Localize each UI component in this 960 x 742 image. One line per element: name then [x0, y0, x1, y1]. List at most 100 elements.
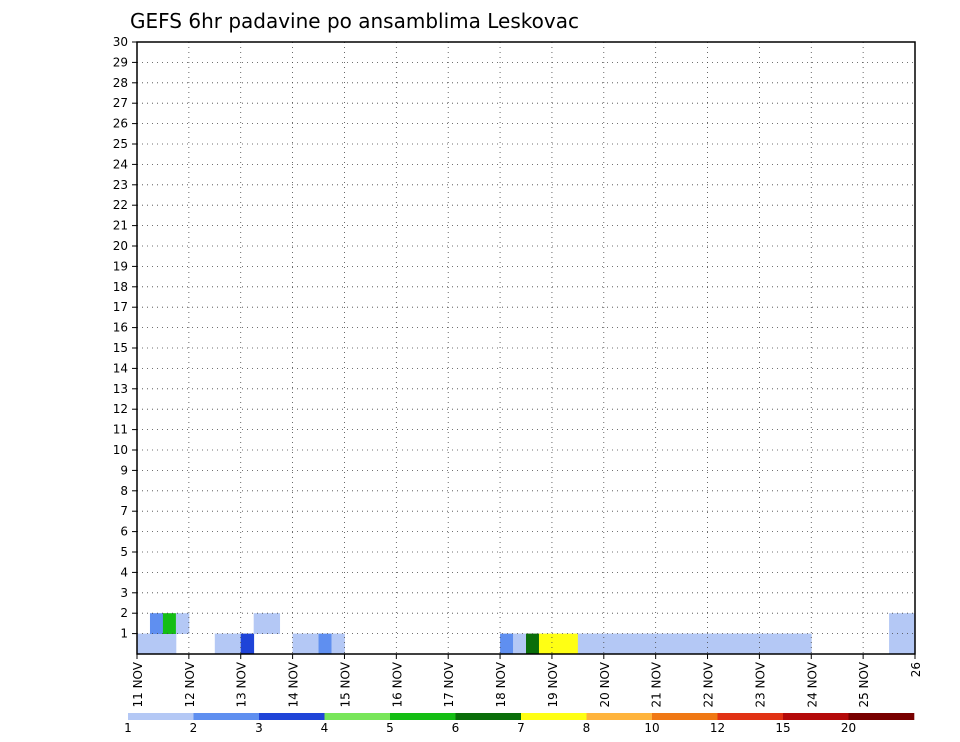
heatmap-cell — [642, 633, 657, 655]
legend-swatch — [259, 713, 325, 720]
heatmap-cell — [603, 633, 618, 655]
legend-label: 15 — [775, 721, 790, 735]
legend-swatch — [586, 713, 653, 720]
legend-swatch — [848, 713, 915, 720]
legend-swatch — [390, 713, 456, 720]
heatmap-cell — [162, 613, 177, 634]
y-tick-label: 19 — [113, 259, 128, 273]
legend-label: 5 — [386, 721, 394, 735]
legend-swatch — [783, 713, 849, 720]
heatmap-cell — [785, 633, 799, 655]
heatmap-cell — [551, 633, 566, 655]
heatmap-cell — [564, 633, 579, 655]
legend-swatch — [521, 713, 587, 720]
legend-label: 6 — [452, 721, 460, 735]
heatmap-cell — [292, 633, 306, 655]
legend-swatch — [193, 713, 260, 720]
legend-swatch — [128, 713, 194, 720]
y-tick-label: 29 — [113, 55, 128, 69]
legend-label: 10 — [644, 721, 659, 735]
y-tick-label: 28 — [113, 76, 128, 90]
heatmap-cell — [305, 633, 319, 655]
heatmap-cell — [759, 633, 773, 655]
y-tick-label: 10 — [113, 443, 128, 457]
y-tick-label: 3 — [120, 586, 128, 600]
legend-swatch — [455, 713, 522, 720]
y-tick-label: 15 — [113, 341, 128, 355]
heatmap-cell — [500, 633, 514, 655]
legend-label: 2 — [190, 721, 198, 735]
plot-frame — [136, 41, 916, 655]
heatmap-cell — [513, 633, 527, 655]
y-tick-label: 1 — [120, 627, 128, 641]
x-tick-label: 25 NOV — [857, 661, 871, 707]
x-axis: 11 NOV 12 NOV 13 NOV 14 NOV 15 NOV 16 NOV 17 N… — [131, 654, 923, 708]
dotted-grid — [137, 41, 915, 654]
heatmap-cell — [889, 613, 903, 634]
y-tick-label: 14 — [113, 361, 128, 375]
x-tick-label: 20 NOV — [598, 661, 612, 707]
legend-label: 4 — [321, 721, 329, 735]
y-tick-label: 7 — [120, 504, 128, 518]
heatmap-cell — [538, 633, 553, 655]
heatmap-cell — [772, 633, 786, 655]
y-tick-label: 9 — [120, 463, 128, 477]
legend-label: 3 — [255, 721, 263, 735]
heatmap-cell — [590, 633, 605, 655]
heatmap-cell — [137, 633, 151, 655]
y-tick-label: 26 — [113, 117, 128, 131]
x-tick-label: 17 NOV — [442, 661, 456, 707]
heatmap-cell — [902, 633, 916, 655]
legend-label: 8 — [583, 721, 591, 735]
y-tick-label: 18 — [113, 280, 128, 294]
y-tick-label: 8 — [120, 484, 128, 498]
heatmap-cell — [668, 633, 682, 655]
heatmap-cells — [137, 613, 916, 655]
legend-label: 12 — [710, 721, 725, 735]
y-tick-label: 23 — [113, 178, 128, 192]
heatmap-cell — [746, 633, 760, 655]
heatmap-cell — [733, 633, 747, 655]
x-tick-label: 15 NOV — [338, 661, 352, 707]
x-tick-label: 23 NOV — [753, 661, 767, 707]
legend-label: 7 — [517, 721, 525, 735]
x-tick-label: 12 NOV — [183, 661, 197, 707]
x-tick-label: 13 NOV — [235, 661, 249, 707]
heatmap-cell — [889, 633, 903, 655]
heatmap-cell — [266, 613, 281, 634]
heatmap-cell — [318, 633, 332, 655]
chart-title: GEFS 6hr padavine po ansamblima Leskovac — [130, 9, 579, 33]
heatmap-cell — [616, 633, 631, 655]
x-tick-label: 11 NOV — [131, 661, 145, 707]
legend-swatch — [717, 713, 784, 720]
legend-label: 1 — [124, 721, 132, 735]
heatmap-cell — [655, 633, 670, 655]
y-tick-label: 22 — [113, 198, 128, 212]
x-tick-label: 21 NOV — [650, 661, 664, 707]
y-tick-label: 17 — [113, 300, 128, 314]
heatmap-cell — [681, 633, 695, 655]
heatmap-cell — [149, 613, 164, 634]
heatmap-cell — [214, 633, 229, 655]
heatmap-cell — [331, 633, 345, 655]
y-tick-label: 27 — [113, 96, 128, 110]
x-tick-label: 14 NOV — [287, 661, 301, 707]
y-tick-label: 21 — [113, 219, 128, 233]
y-tick-label: 30 — [113, 35, 128, 49]
color-legend: 1 2 3 4 5 6 7 8 10 12 15 20 — [124, 713, 915, 735]
y-tick-label: 4 — [120, 565, 128, 579]
heatmap-cell — [707, 633, 721, 655]
x-tick-label: 19 NOV — [546, 661, 560, 707]
heatmap-cell — [694, 633, 708, 655]
y-tick-label: 13 — [113, 382, 128, 396]
y-tick-label: 11 — [113, 423, 128, 437]
heatmap-cell — [162, 633, 177, 655]
heatmap-cell — [629, 633, 644, 655]
x-tick-label: 26 — [909, 662, 923, 677]
x-tick-label: 18 NOV — [494, 661, 508, 707]
heatmap-cell — [227, 633, 242, 655]
legend-swatch — [652, 713, 718, 720]
y-tick-label: 6 — [120, 525, 128, 539]
y-axis: 1234567891011121314151617181920212223242… — [113, 35, 137, 641]
y-tick-label: 2 — [120, 606, 128, 620]
